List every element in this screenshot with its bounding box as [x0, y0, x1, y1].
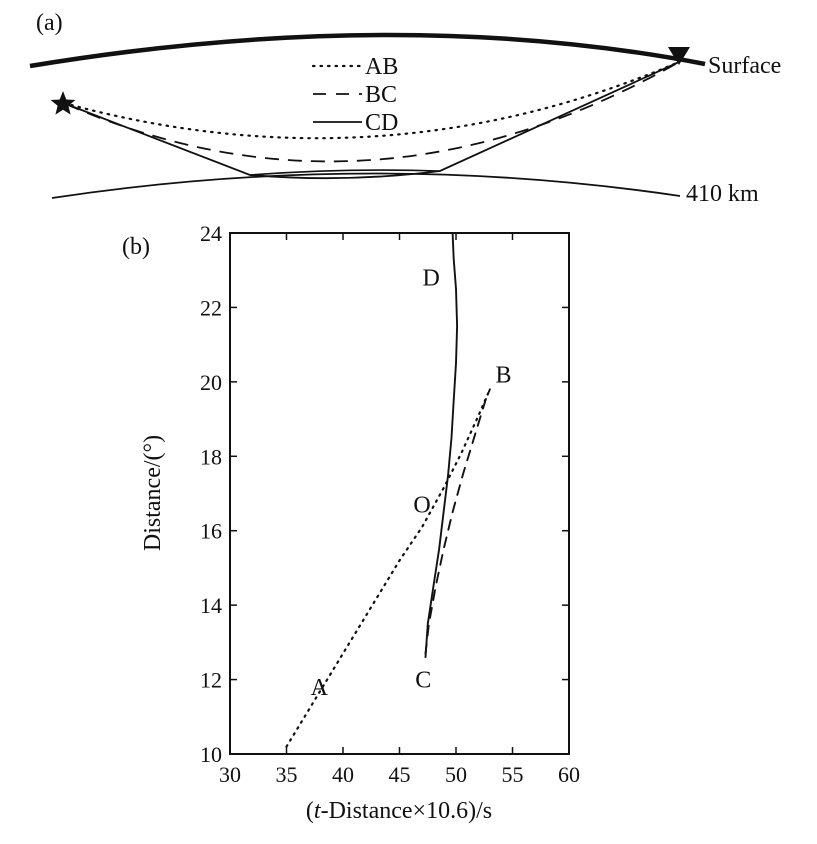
axis-ticks: 30 35 40 45 50 55 60 10 12 14 16 18 20 22 24	[200, 221, 580, 787]
ray-cd-underside-path	[249, 169, 441, 176]
station-triangle-icon	[668, 47, 690, 65]
surface-curve	[29, 32, 706, 69]
x-tick-label: 55	[502, 762, 524, 787]
series-layer	[285, 232, 491, 748]
y-tick-label: 14	[200, 593, 222, 618]
x-tick-label: 50	[445, 762, 467, 787]
x-tick-label: 30	[219, 762, 241, 787]
y-tick-label: 24	[200, 221, 222, 246]
ray-path-panel: (a) Surface 410 km AB BC CD	[29, 10, 781, 207]
legend-ab-label: AB	[365, 54, 398, 80]
surface-label: Surface	[708, 53, 781, 79]
series-ab-line	[285, 388, 491, 748]
y-tick-label: 12	[200, 668, 222, 693]
plot-frame	[229, 232, 570, 755]
x-tick-label: 45	[389, 762, 411, 787]
discontinuity-410-label: 410 km	[686, 181, 759, 207]
ray-bc-path	[65, 61, 680, 163]
ray-cd-path	[65, 61, 680, 180]
y-tick-label: 20	[200, 370, 222, 395]
y-tick-label: 18	[200, 444, 222, 469]
series-bc-line	[424, 388, 491, 655]
series-cd-line	[424, 232, 459, 659]
legend-bc-label: BC	[365, 82, 397, 108]
y-tick-label: 22	[200, 295, 222, 320]
y-axis-label: Distance/(°)	[140, 435, 166, 551]
x-axis-label: (t-Distance×10.6)/s	[306, 798, 492, 824]
ray-ab-path	[62, 60, 681, 140]
legend-cd-label: CD	[365, 110, 398, 136]
panel-b-label: (b)	[122, 234, 150, 260]
point-label-b: B	[495, 362, 511, 388]
curve-annotations: A B C D O	[311, 266, 512, 701]
travel-time-chart: (b) 30 35 40 45 50 55 60 10 12 14 16 18 20 22 24 A B C D O…	[122, 221, 580, 824]
point-label-c: C	[415, 668, 431, 694]
point-label-o: O	[413, 493, 430, 519]
x-tick-label: 40	[332, 762, 354, 787]
ray-legend: AB BC CD	[311, 54, 398, 136]
x-tick-label: 35	[276, 762, 298, 787]
discontinuity-410-curve	[51, 172, 681, 199]
y-tick-label: 16	[200, 519, 222, 544]
x-tick-label: 60	[558, 762, 580, 787]
point-label-d: D	[422, 266, 439, 292]
point-label-a: A	[311, 675, 329, 701]
y-tick-label: 10	[200, 742, 222, 767]
panel-a-label: (a)	[36, 10, 63, 36]
